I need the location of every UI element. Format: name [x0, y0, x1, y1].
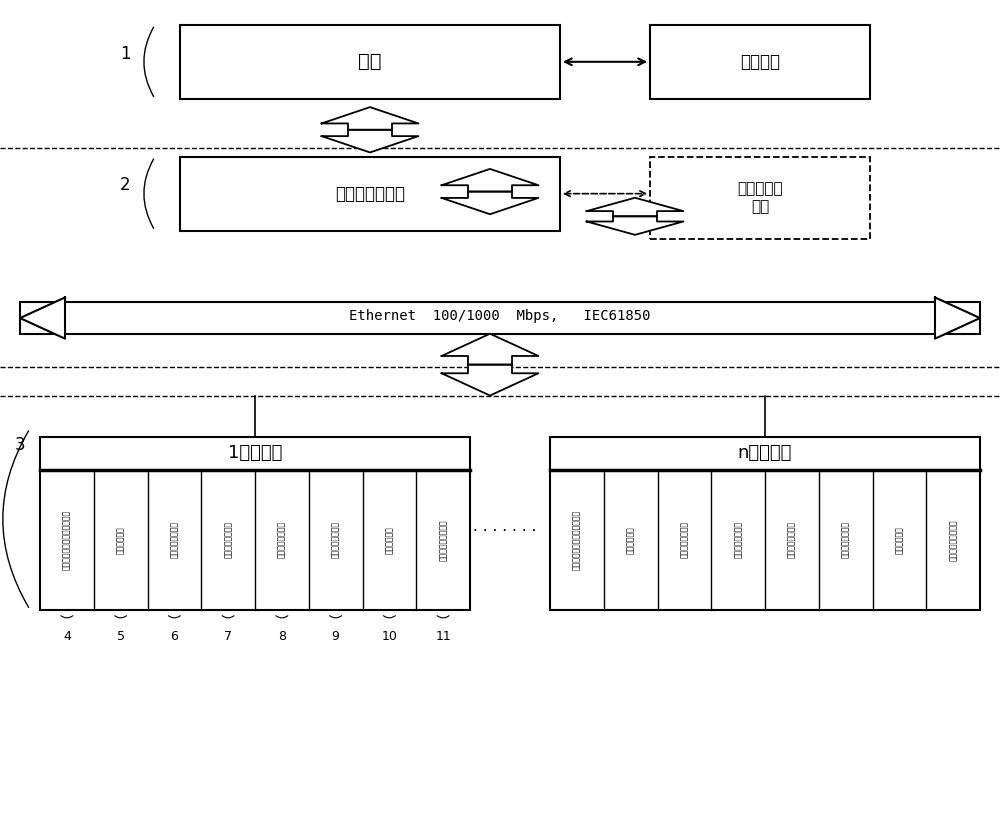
Polygon shape	[322, 130, 418, 152]
Polygon shape	[587, 198, 683, 216]
Polygon shape	[322, 107, 418, 130]
Text: 绕组温度监测单元: 绕组温度监测单元	[680, 522, 689, 558]
Text: 振动监测单元: 振动监测单元	[385, 526, 394, 554]
Text: 局部放电监测单元: 局部放电监测单元	[734, 522, 743, 558]
Text: 10: 10	[381, 630, 397, 644]
FancyBboxPatch shape	[40, 437, 470, 610]
Text: Ethernet  100/1000  Mbps,   IEC61850: Ethernet 100/1000 Mbps, IEC61850	[349, 309, 651, 322]
Text: 1号变压器: 1号变压器	[228, 444, 282, 462]
Text: 8: 8	[278, 630, 286, 644]
Text: 绕组温度监测单元: 绕组温度监测单元	[170, 522, 179, 558]
Text: 信息一体化
平台: 信息一体化 平台	[737, 181, 783, 214]
Text: 其他系统: 其他系统	[740, 53, 780, 71]
Text: · · · · · · ·: · · · · · · ·	[473, 524, 537, 539]
Text: 振动监测单元: 振动监测单元	[895, 526, 904, 554]
Text: n号变压器: n号变压器	[738, 444, 792, 462]
Text: 铁心电流监测单元: 铁心电流监测单元	[277, 522, 286, 558]
Text: 数据通信服务器: 数据通信服务器	[335, 185, 405, 203]
Text: 油中溶解气体及微水监测单元: 油中溶解气体及微水监测单元	[572, 510, 581, 569]
Polygon shape	[442, 364, 538, 396]
Text: 3: 3	[15, 436, 26, 454]
Text: 6: 6	[170, 630, 178, 644]
Polygon shape	[442, 191, 538, 214]
Text: 套管监测单元: 套管监测单元	[116, 526, 125, 554]
FancyBboxPatch shape	[20, 302, 980, 334]
Text: 主站: 主站	[358, 52, 382, 72]
Text: 1: 1	[120, 44, 131, 63]
FancyBboxPatch shape	[650, 157, 870, 239]
Text: 红外测温监测单元: 红外测温监测单元	[331, 522, 340, 558]
Text: 7: 7	[224, 630, 232, 644]
Text: 5: 5	[117, 630, 125, 644]
Text: 变压器增容监测单元: 变压器增容监测单元	[439, 519, 448, 560]
Text: 油中溶解气体及微水监测单元: 油中溶解气体及微水监测单元	[62, 510, 71, 569]
Polygon shape	[587, 216, 683, 235]
Text: 红外测温监测单元: 红外测温监测单元	[841, 522, 850, 558]
Text: 变压器增容监测单元: 变压器增容监测单元	[949, 519, 958, 560]
Text: 11: 11	[435, 630, 451, 644]
Text: 局部放电监测单元: 局部放电监测单元	[224, 522, 233, 558]
FancyBboxPatch shape	[180, 157, 560, 231]
Polygon shape	[935, 297, 980, 339]
FancyBboxPatch shape	[180, 25, 560, 99]
Text: 4: 4	[63, 630, 71, 644]
Text: 套管监测单元: 套管监测单元	[626, 526, 635, 554]
Text: 2: 2	[120, 176, 131, 194]
FancyBboxPatch shape	[550, 437, 980, 610]
Text: 9: 9	[332, 630, 340, 644]
Text: 铁心电流监测单元: 铁心电流监测单元	[787, 522, 796, 558]
Polygon shape	[442, 334, 538, 364]
Polygon shape	[442, 169, 538, 191]
FancyBboxPatch shape	[650, 25, 870, 99]
Polygon shape	[20, 297, 65, 339]
